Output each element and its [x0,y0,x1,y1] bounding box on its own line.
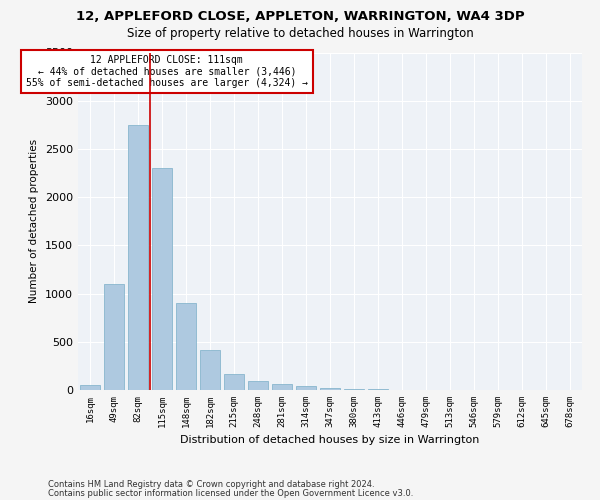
Text: Size of property relative to detached houses in Warrington: Size of property relative to detached ho… [127,28,473,40]
Bar [344,388,364,390]
Bar [272,384,292,390]
Text: 12 APPLEFORD CLOSE: 111sqm
← 44% of detached houses are smaller (3,446)
55% of s: 12 APPLEFORD CLOSE: 111sqm ← 44% of deta… [26,55,308,88]
Bar [248,382,268,390]
Y-axis label: Number of detached properties: Number of detached properties [29,139,40,304]
Bar [152,168,172,390]
Text: Contains HM Land Registry data © Crown copyright and database right 2024.: Contains HM Land Registry data © Crown c… [48,480,374,489]
Bar [104,284,124,390]
Text: Contains public sector information licensed under the Open Government Licence v3: Contains public sector information licen… [48,488,413,498]
Bar [320,388,340,390]
Bar [80,385,100,390]
Bar [128,125,148,390]
Bar [200,350,220,390]
Text: 12, APPLEFORD CLOSE, APPLETON, WARRINGTON, WA4 3DP: 12, APPLEFORD CLOSE, APPLETON, WARRINGTO… [76,10,524,23]
Bar [296,386,316,390]
Bar [176,303,196,390]
Bar [224,374,244,390]
Bar [368,389,388,390]
X-axis label: Distribution of detached houses by size in Warrington: Distribution of detached houses by size … [181,436,479,446]
